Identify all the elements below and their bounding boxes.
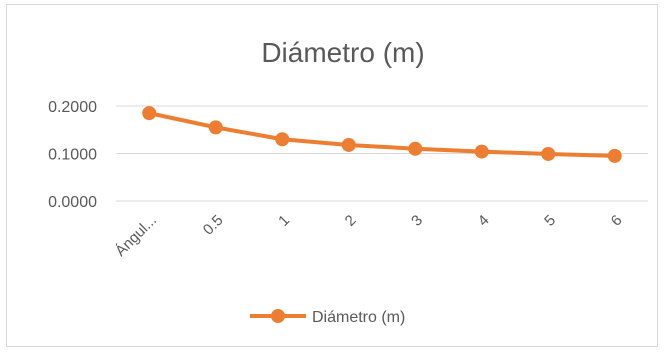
series-layer xyxy=(142,106,622,163)
x-axis-ticks: Ángul... 0.5 1 2 3 4 5 6 xyxy=(112,212,625,260)
x-tick-label: 4 xyxy=(475,212,493,230)
x-tick-label: 3 xyxy=(408,212,426,230)
y-tick-label: 0.2000 xyxy=(48,99,97,116)
data-point xyxy=(341,137,356,152)
data-point xyxy=(607,148,622,163)
x-tick-label: 2 xyxy=(342,212,360,230)
data-point xyxy=(275,132,290,147)
legend-marker-swatch xyxy=(271,309,285,323)
data-point xyxy=(408,141,423,156)
y-tick-label: 0.0000 xyxy=(48,194,97,211)
series-line xyxy=(147,111,617,158)
x-tick-label: 6 xyxy=(608,212,626,230)
y-axis-ticks: 0.0000 0.1000 0.2000 xyxy=(48,99,97,211)
x-tick-label: 1 xyxy=(275,212,293,230)
data-point xyxy=(208,120,223,135)
chart-frame xyxy=(6,4,658,347)
y-tick-label: 0.1000 xyxy=(48,147,97,164)
data-point xyxy=(541,146,556,161)
legend-label: Diámetro (m) xyxy=(312,309,405,326)
legend: Diámetro (m) xyxy=(250,309,405,326)
x-tick-label: Ángul... xyxy=(112,212,160,260)
x-tick-label: 5 xyxy=(541,212,559,230)
x-tick-label: 0.5 xyxy=(200,212,227,239)
data-point xyxy=(142,106,157,121)
data-point xyxy=(474,144,489,159)
chart-title: Diámetro (m) xyxy=(261,37,424,68)
